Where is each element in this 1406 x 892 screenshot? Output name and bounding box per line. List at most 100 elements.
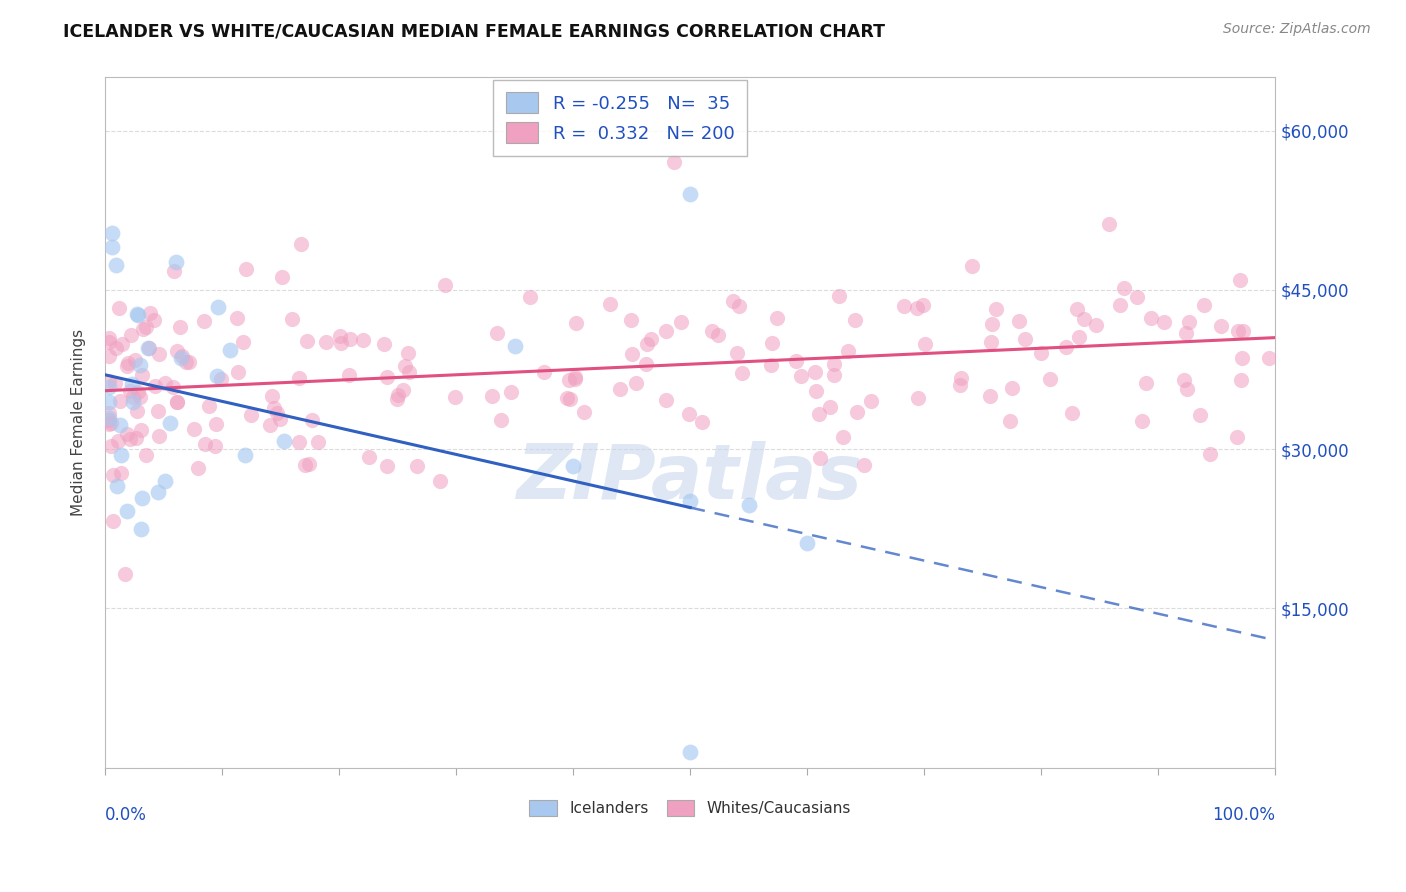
Point [205,417,228,431]
Point [765,310,787,325]
Point [197,399,219,413]
Point [725,346,748,360]
Point [232,334,254,349]
Point [562,458,585,473]
Point [1073,312,1095,326]
Point [636,336,658,351]
Point [207,368,229,383]
Point [98,331,121,345]
Point [329,329,352,343]
Point [166,394,188,409]
Point [100,416,122,430]
Point [170,349,193,363]
Point [298,457,321,471]
Point [183,421,205,435]
Point [679,187,702,202]
Point [1062,406,1084,420]
Point [115,359,138,373]
Point [499,385,522,400]
Point [139,306,162,320]
Point [796,535,818,549]
Point [219,343,242,357]
Point [209,372,232,386]
Point [1108,298,1130,312]
Point [166,344,188,359]
Point [564,372,586,386]
Point [845,404,868,418]
Point [143,378,166,392]
Point [503,339,526,353]
Point [131,491,153,505]
Point [761,336,783,351]
Point [1029,345,1052,359]
Point [97,395,120,409]
Point [1153,315,1175,329]
Point [1173,373,1195,387]
Point [1130,414,1153,428]
Point [727,300,749,314]
Point [142,313,165,327]
Point [187,460,209,475]
Text: 100.0%: 100.0% [1212,805,1275,823]
Point [357,450,380,464]
Point [124,352,146,367]
Point [1014,332,1036,346]
Point [169,319,191,334]
Point [609,382,631,396]
Point [375,458,398,473]
Point [1008,314,1031,328]
Point [226,365,249,379]
Point [626,376,648,390]
Point [489,413,512,427]
Point [655,324,678,338]
Point [385,392,408,406]
Point [664,155,686,169]
Point [301,412,323,426]
Point [377,370,399,384]
Point [339,332,361,346]
Point [1194,298,1216,312]
Point [114,566,136,581]
Point [148,347,170,361]
Point [121,376,143,391]
Point [860,393,883,408]
Point [307,434,329,449]
Point [166,394,188,409]
Point [1229,273,1251,287]
Point [162,380,184,394]
Point [671,315,693,329]
Point [980,334,1002,349]
Point [170,351,193,365]
Point [110,467,132,481]
Point [690,415,713,429]
Point [1069,330,1091,344]
Point [837,344,859,359]
Point [165,254,187,268]
Point [115,426,138,441]
Text: Source: ZipAtlas.com: Source: ZipAtlas.com [1223,22,1371,37]
Point [104,341,127,355]
Point [1175,326,1198,341]
Point [105,479,128,493]
Point [146,404,169,418]
Point [235,261,257,276]
Point [122,395,145,409]
Point [565,316,588,330]
Point [823,368,845,382]
Point [117,504,139,518]
Point [100,226,122,240]
Point [979,388,1001,402]
Point [101,240,124,254]
Point [981,317,1004,331]
Point [429,474,451,488]
Point [117,356,139,370]
Point [128,390,150,404]
Point [373,336,395,351]
Point [1230,373,1253,387]
Point [125,404,148,418]
Point [387,387,409,401]
Point [295,334,318,349]
Point [97,410,120,425]
Point [235,448,257,462]
Point [107,434,129,448]
